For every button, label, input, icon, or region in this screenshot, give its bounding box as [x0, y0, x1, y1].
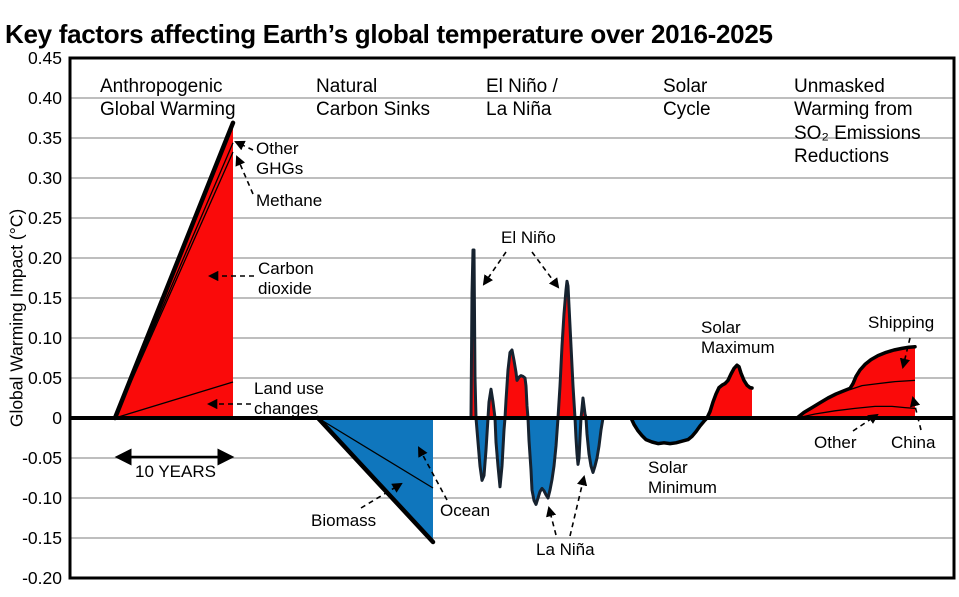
annotation-arrow-shipping — [899, 337, 911, 370]
y-tick-label: 0.30 — [27, 168, 62, 188]
annotation-arrow-la-nina — [546, 505, 557, 536]
annotation-solar-minimum: Solar Minimum — [648, 458, 717, 498]
annotation-solar-maximum: Solar Maximum — [701, 318, 775, 358]
annotation-carbon-dioxide: Carbon dioxide — [258, 259, 314, 299]
y-tick-label: -0.10 — [22, 488, 62, 508]
ten-years-label: 10 YEARS — [135, 462, 216, 481]
annotation-china: China — [891, 433, 936, 452]
annotation-ocean: Ocean — [440, 501, 491, 520]
y-tick-label: 0.05 — [27, 368, 62, 388]
annotation-arrow-ocean — [418, 446, 448, 501]
annotation-other-ghgs: Other GHGs — [256, 139, 304, 179]
y-tick-label: 0.25 — [27, 208, 62, 228]
component-divider-line — [796, 405, 916, 419]
annotation-arrow-other-ghgs — [234, 140, 254, 151]
chart-title: Key factors affecting Earth’s global tem… — [5, 19, 773, 50]
y-tick-label: 0.45 — [27, 48, 62, 68]
section-header-enso: El Niño / La Niña — [486, 76, 558, 121]
annotation-arrow-other-sources — [852, 413, 879, 432]
y-tick-label: -0.20 — [22, 568, 62, 588]
y-tick-label: 0.10 — [27, 328, 62, 348]
annotation-la-nina: La Niña — [536, 540, 595, 559]
section-header-so2: Unmasked Warming from SO₂ Emissions Redu… — [794, 76, 921, 168]
y-tick-label: 0.15 — [27, 288, 62, 308]
annotation-shipping: Shipping — [868, 313, 935, 332]
annotation-arrow-methane — [235, 155, 254, 195]
section-header-anthropogenic: Anthropogenic Global Warming — [100, 76, 236, 121]
series-area-warming — [471, 250, 603, 418]
series-outline — [469, 248, 605, 506]
component-divider-line — [114, 381, 234, 419]
y-axis-title: Global Warming Impact (°C) — [6, 208, 27, 428]
annotation-arrow-china — [909, 395, 922, 431]
annotation-arrow-la-nina — [569, 474, 588, 537]
section-header-carbon-sinks: Natural Carbon Sinks — [316, 76, 431, 121]
component-divider-line — [849, 379, 916, 391]
annotation-biomass: Biomass — [311, 511, 377, 530]
annotation-arrow-el-nino — [531, 251, 560, 289]
annotation-arrow-biomass — [360, 482, 403, 509]
plot-border — [68, 56, 956, 580]
series-outline — [112, 120, 236, 421]
annotation-methane: Methane — [256, 191, 323, 210]
annotation-arrow-el-nino — [482, 251, 507, 286]
y-tick-label: -0.15 — [22, 528, 62, 548]
annotation-land-use-changes: Land use changes — [254, 379, 324, 419]
series-outline — [315, 415, 436, 545]
annotation-el-nino: El Niño — [501, 228, 556, 247]
series-area-cooling — [471, 418, 603, 505]
y-tick-label: 0.35 — [27, 128, 62, 148]
annotation-other-sources: Other — [814, 433, 857, 452]
y-tick-label: 0.20 — [27, 248, 62, 268]
y-tick-label: 0.40 — [27, 88, 62, 108]
series-area-cooling — [631, 418, 752, 444]
section-header-solar-cycle: Solar Cycle — [663, 76, 711, 121]
y-tick-label: -0.05 — [22, 448, 62, 468]
series-outline — [795, 345, 917, 420]
series-area-warming — [631, 365, 752, 418]
component-divider-line — [317, 417, 434, 489]
y-tick-label: 0 — [52, 408, 62, 428]
